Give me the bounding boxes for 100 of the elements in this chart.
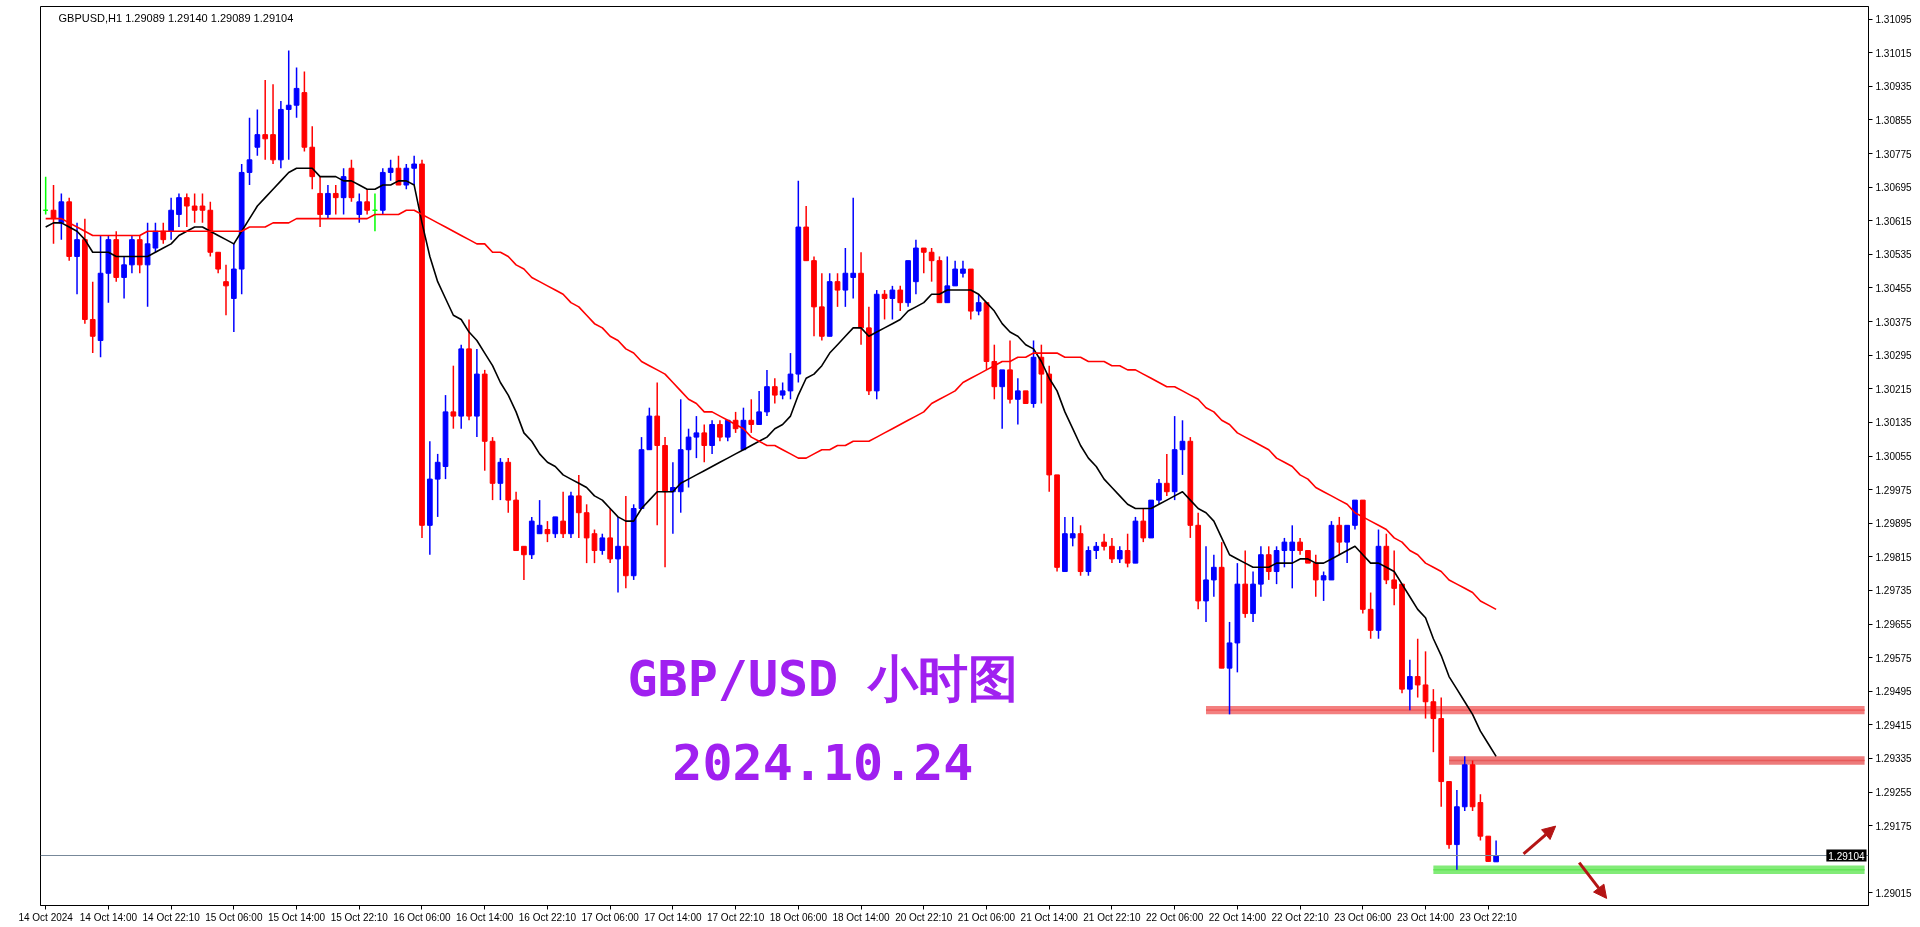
y-tick-label: 1.29015: [1875, 887, 1913, 899]
candlestick: [1093, 541, 1100, 560]
x-tick-label: 23 Oct 14:00: [1396, 911, 1455, 923]
candlestick: [897, 285, 904, 312]
candlestick: [325, 184, 331, 220]
candlestick: [1140, 507, 1147, 543]
candlestick: [332, 184, 339, 216]
x-tick-label: 17 Oct 22:10: [706, 911, 765, 923]
candlestick: [1211, 553, 1217, 598]
candlestick: [748, 398, 755, 434]
candlestick: [1163, 453, 1170, 497]
y-tick-label: 1.31015: [1875, 47, 1913, 59]
candlestick: [246, 117, 253, 186]
candlestick: [74, 222, 80, 296]
candlestick: [881, 289, 888, 321]
candlestick: [787, 352, 794, 401]
candlestick: [834, 272, 841, 308]
candlestick: [999, 369, 1006, 430]
x-tick-label: 16 Oct 14:00: [456, 911, 514, 923]
candlestick: [850, 196, 857, 300]
candlestick: [176, 192, 182, 228]
candlestick: [560, 490, 566, 539]
candlestick: [693, 415, 700, 459]
candlestick: [771, 377, 778, 405]
candlestick: [1391, 549, 1398, 606]
y-tick-label: 1.29895: [1875, 518, 1913, 530]
y-tick-label: 1.31095: [1875, 14, 1913, 26]
x-tick-label: 14 Oct 14:00: [79, 911, 138, 923]
candlestick: [1265, 545, 1272, 581]
candlestick: [709, 419, 715, 455]
x-tick-label: 17 Oct 14:00: [644, 911, 702, 923]
candlestick: [685, 427, 692, 489]
candlestick: [575, 474, 582, 539]
x-tick-label: 21 Oct 22:10: [1083, 911, 1141, 923]
candlestick: [928, 247, 935, 283]
y-tick-label: 1.30055: [1875, 451, 1913, 462]
x-tick-label: 22 Oct 06:00: [1146, 911, 1204, 923]
candlestick: [1414, 637, 1421, 699]
x-tick-label: 22 Oct 22:10: [1271, 911, 1330, 923]
candlestick: [842, 247, 849, 308]
candlestick: [364, 188, 370, 216]
candlestick: [293, 66, 300, 119]
candlestick: [183, 192, 190, 228]
candlestick: [168, 196, 174, 241]
candlestick: [1156, 478, 1162, 506]
candlestick: [89, 280, 96, 354]
y-tick-label: 1.29815: [1875, 551, 1913, 563]
x-tick-label: 15 Oct 22:10: [330, 911, 389, 923]
candlestick: [254, 108, 261, 157]
x-tick-label: 14 Oct 22:10: [142, 911, 201, 923]
candlestick: [434, 453, 441, 518]
candlestick: [58, 192, 65, 241]
candlestick: [1422, 650, 1429, 720]
y-tick-label: 1.30215: [1875, 383, 1913, 395]
text: GBP/USD 小时图: [627, 649, 1019, 708]
candlestick: [615, 516, 621, 594]
candlestick: [411, 154, 418, 186]
candlestick: [1069, 516, 1076, 548]
y-tick-label: 1.30375: [1875, 316, 1913, 328]
y-tick-label: 1.30535: [1875, 249, 1913, 261]
candlestick: [497, 457, 504, 501]
x-tick-label: 15 Oct 14:00: [267, 911, 326, 923]
candlestick: [1289, 524, 1296, 590]
candlestick: [1203, 545, 1209, 623]
y-tick-label: 1.30775: [1875, 148, 1913, 160]
candlestick: [1179, 419, 1186, 476]
candlestick: [552, 516, 559, 539]
y-tick-label: 1.30935: [1875, 81, 1913, 93]
y-tick-label: 1.29255: [1875, 787, 1913, 799]
candlestick: [1430, 688, 1437, 753]
x-tick-label: 21 Oct 14:00: [1020, 911, 1079, 923]
candlestick: [599, 532, 606, 556]
y-tick-label: 1.30855: [1875, 114, 1913, 126]
x-tick-label: 23 Oct 06:00: [1334, 911, 1392, 923]
x-tick-label: 21 Oct 06:00: [957, 911, 1016, 923]
x-tick-label: 15 Oct 06:00: [205, 911, 263, 923]
candlestick: [1109, 537, 1115, 564]
x-tick-label: 23 Oct 22:10: [1459, 911, 1518, 923]
candlestick: [1124, 532, 1131, 569]
candlestick: [1085, 545, 1092, 577]
candlestick: [1367, 591, 1374, 640]
candlestick: [756, 390, 762, 426]
x-tick-label: 18 Oct 06:00: [769, 911, 828, 923]
y-tick-label: 1.29335: [1875, 753, 1913, 765]
candlestick: [975, 293, 982, 317]
x-tick-label: 18 Oct 14:00: [832, 911, 891, 923]
x-tick-label: 16 Oct 22:10: [518, 911, 577, 923]
x-tick-label: 22 Oct 14:00: [1208, 911, 1267, 923]
x-tick-label: 14 Oct 2024: [18, 911, 74, 923]
annotation: GBPUSD,H1 1.29089 1.29140 1.29089 1.29104: [58, 11, 294, 24]
y-tick-label: 1.29735: [1875, 585, 1913, 597]
y-tick-label: 1.29495: [1875, 686, 1913, 698]
candlestick: [356, 192, 363, 224]
y-tick-label: 1.30615: [1875, 215, 1913, 227]
candlestick: [395, 154, 402, 186]
candlestick: [223, 264, 229, 317]
text: 2024.10.24: [672, 733, 974, 792]
y-tick-label: 1.29575: [1875, 652, 1913, 664]
y-tick-label: 1.29655: [1875, 619, 1913, 631]
candlestick: [536, 499, 543, 535]
